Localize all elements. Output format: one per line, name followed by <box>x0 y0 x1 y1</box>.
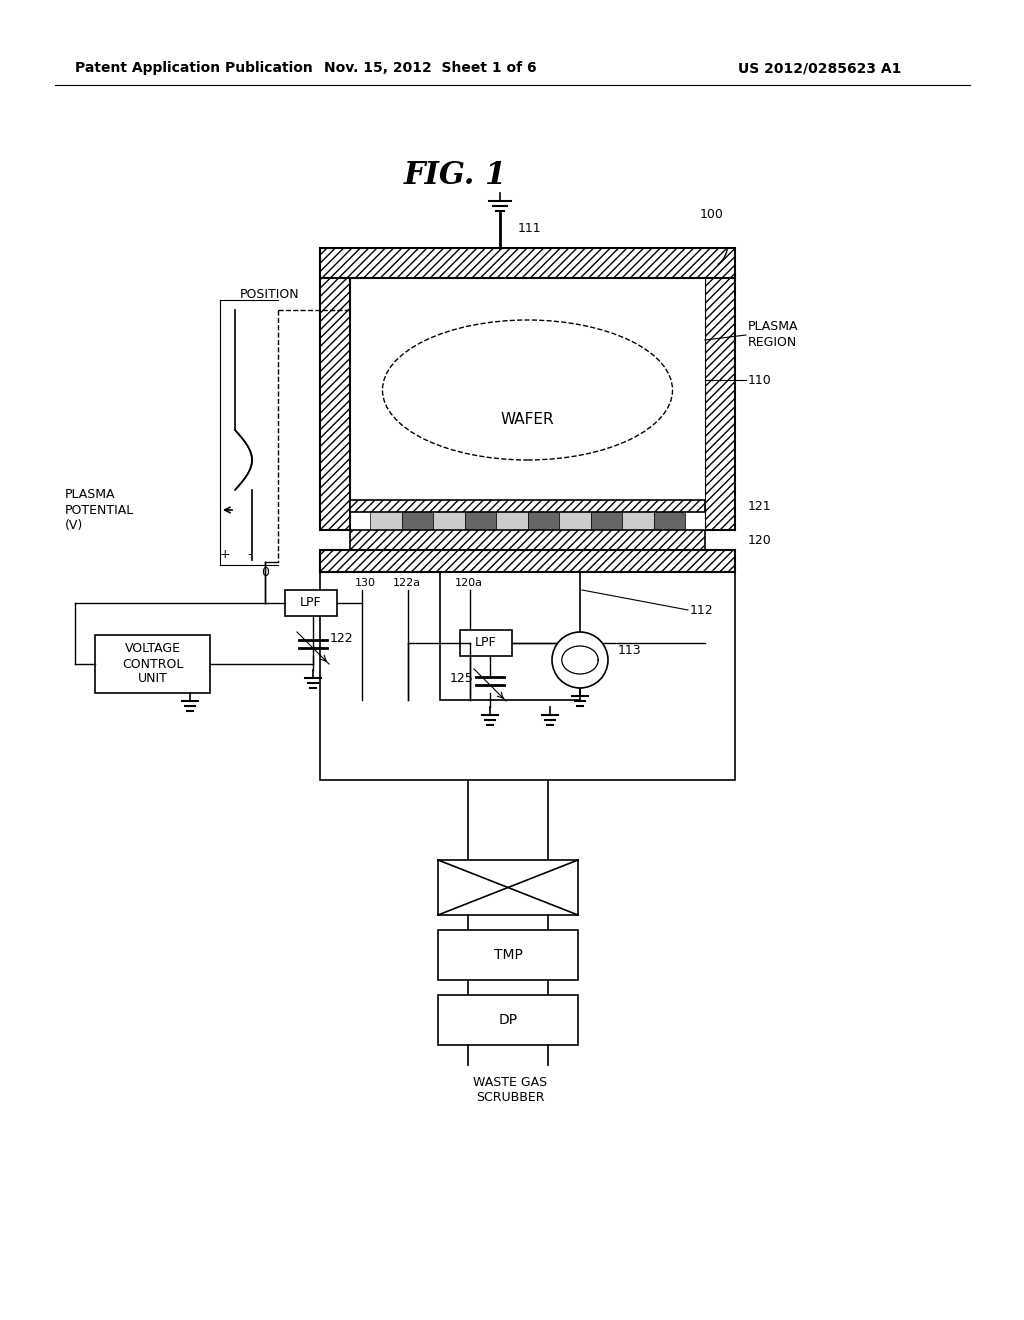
Bar <box>460 630 512 656</box>
Text: FIG. 1: FIG. 1 <box>403 160 507 190</box>
Text: Patent Application Publication: Patent Application Publication <box>75 61 312 75</box>
Text: 100: 100 <box>700 209 724 222</box>
Bar <box>319 279 350 531</box>
Bar <box>350 279 705 531</box>
Text: LPF: LPF <box>475 636 497 649</box>
Bar <box>705 279 735 531</box>
Text: US 2012/0285623 A1: US 2012/0285623 A1 <box>738 61 902 75</box>
Text: -: - <box>248 549 252 561</box>
Ellipse shape <box>552 632 608 688</box>
Bar <box>350 531 705 550</box>
Bar <box>285 590 337 616</box>
Bar <box>401 512 433 531</box>
Text: 112: 112 <box>690 603 714 616</box>
Text: Nov. 15, 2012  Sheet 1 of 6: Nov. 15, 2012 Sheet 1 of 6 <box>324 61 537 75</box>
Bar <box>438 931 578 979</box>
Text: 0: 0 <box>261 565 269 578</box>
Text: WASTE GAS
SCRUBBER: WASTE GAS SCRUBBER <box>473 1076 547 1104</box>
Bar <box>350 279 705 531</box>
Ellipse shape <box>383 319 673 459</box>
Text: 113: 113 <box>618 644 642 656</box>
Bar <box>653 512 685 531</box>
Bar <box>496 512 527 531</box>
Bar <box>465 512 496 531</box>
Text: 130: 130 <box>355 578 376 587</box>
Bar <box>95 635 210 693</box>
Text: 125: 125 <box>450 672 474 685</box>
Text: 110: 110 <box>748 374 772 387</box>
Bar <box>319 248 735 279</box>
Text: TMP: TMP <box>494 948 522 962</box>
Text: +: + <box>220 549 230 561</box>
Bar <box>370 512 401 531</box>
Text: LPF: LPF <box>300 597 322 610</box>
Text: PLASMA
POTENTIAL
(V): PLASMA POTENTIAL (V) <box>65 487 134 532</box>
Bar <box>433 512 465 531</box>
Text: 121: 121 <box>748 499 772 512</box>
Bar <box>591 512 622 531</box>
Text: POSITION: POSITION <box>240 289 300 301</box>
Bar <box>438 995 578 1045</box>
Bar <box>319 572 735 780</box>
Bar <box>622 512 653 531</box>
Bar <box>440 572 580 700</box>
Text: DP: DP <box>499 1012 517 1027</box>
Text: 111: 111 <box>518 222 542 235</box>
Text: VOLTAGE
CONTROL
UNIT: VOLTAGE CONTROL UNIT <box>122 643 183 685</box>
Text: 120: 120 <box>748 533 772 546</box>
Bar <box>319 550 735 572</box>
Bar <box>559 512 591 531</box>
Bar <box>438 861 578 915</box>
Bar <box>350 500 705 512</box>
Text: 120a: 120a <box>455 578 483 587</box>
Text: 122a: 122a <box>393 578 421 587</box>
Text: 122: 122 <box>330 631 353 644</box>
Text: PLASMA
REGION: PLASMA REGION <box>748 321 799 350</box>
Bar <box>527 512 559 531</box>
Text: WAFER: WAFER <box>501 412 554 428</box>
